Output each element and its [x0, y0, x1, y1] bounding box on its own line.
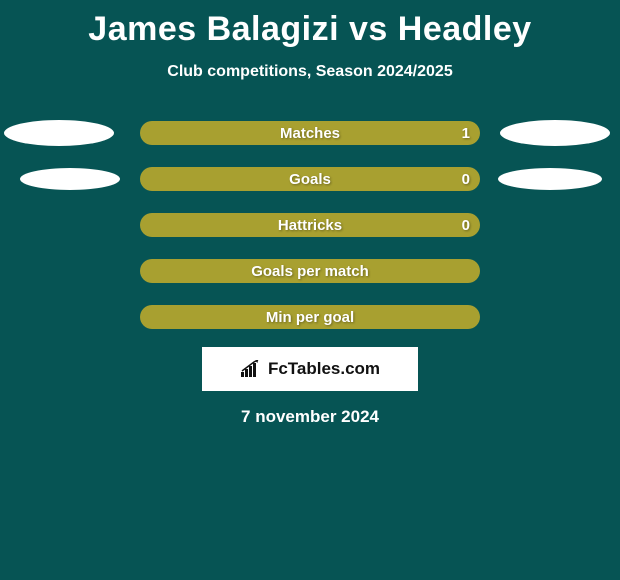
page-subtitle: Club competitions, Season 2024/2025: [0, 63, 620, 81]
stat-row: Min per goal: [0, 305, 620, 329]
left-ellipse-decor: [4, 120, 114, 146]
stat-value: 0: [462, 171, 470, 188]
stat-bar: Matches 1: [140, 121, 480, 145]
stats-container: Matches 1 Goals 0 Hattricks 0 Goals per …: [0, 121, 620, 329]
page-title: James Balagizi vs Headley: [0, 0, 620, 49]
stat-row: Goals per match: [0, 259, 620, 283]
right-ellipse-decor: [498, 168, 602, 190]
stat-label: Hattricks: [278, 217, 342, 234]
stat-label: Goals: [289, 171, 331, 188]
stat-label: Matches: [280, 125, 340, 142]
stat-row: Matches 1: [0, 121, 620, 145]
stat-label: Goals per match: [251, 263, 369, 280]
stat-value: 1: [462, 125, 470, 142]
stat-bar: Goals per match: [140, 259, 480, 283]
logo-text: FcTables.com: [268, 359, 380, 379]
right-ellipse-decor: [500, 120, 610, 146]
stat-bar: Goals 0: [140, 167, 480, 191]
stat-row: Goals 0: [0, 167, 620, 191]
datestamp: 7 november 2024: [0, 407, 620, 427]
stat-value: 0: [462, 217, 470, 234]
stat-label: Min per goal: [266, 309, 354, 326]
stat-row: Hattricks 0: [0, 213, 620, 237]
stat-bar: Hattricks 0: [140, 213, 480, 237]
stat-bar: Min per goal: [140, 305, 480, 329]
logo-box: FcTables.com: [202, 347, 418, 391]
bar-chart-icon: [240, 360, 262, 378]
left-ellipse-decor: [20, 168, 120, 190]
